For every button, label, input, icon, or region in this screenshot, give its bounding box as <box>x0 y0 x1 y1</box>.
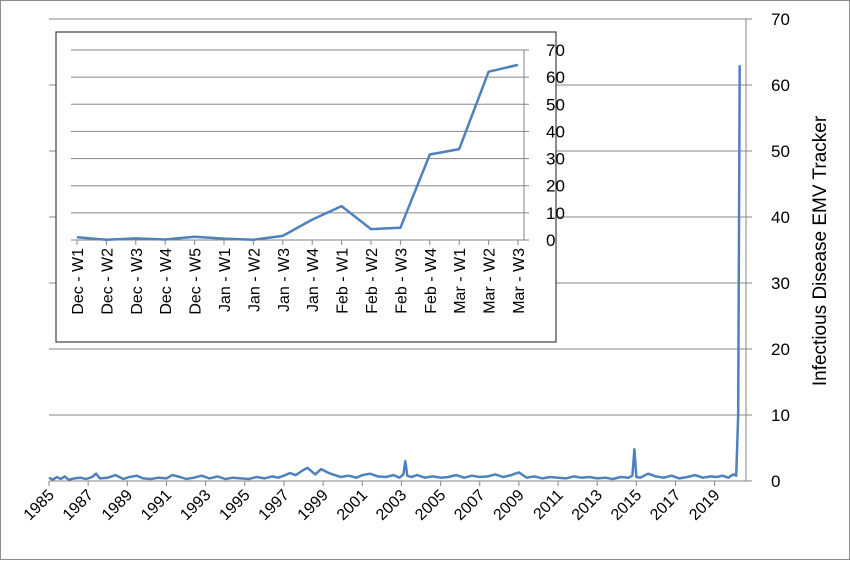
main-y-tick-labels: 0 10 20 30 40 50 60 70 <box>746 10 790 491</box>
inset-x-tick-label: Dec - W5 <box>188 248 205 315</box>
inset-x-tick-label: Dec - W4 <box>158 248 175 315</box>
main-x-tick-label: 2001 <box>334 487 371 524</box>
inset-y-tick-labels: 0 10 20 30 40 50 60 70 <box>524 41 565 250</box>
inset-x-tick-label: Mar - W1 <box>452 248 469 314</box>
main-x-tick-label: 2019 <box>686 487 723 524</box>
inset-y-tick-label: 40 <box>546 122 565 141</box>
main-y-tick-label: 10 <box>771 406 790 425</box>
main-x-tick-label: 1989 <box>99 487 136 524</box>
inset-x-tick-label: Mar - W2 <box>482 248 499 314</box>
main-x-tick-label: 2015 <box>608 487 645 524</box>
inset-x-tick-label: Dec - W2 <box>99 248 116 315</box>
main-x-tick-labels: 1985 1987 1989 1991 1993 1995 1997 1999 2001 2003… <box>21 481 724 524</box>
main-x-tick-label: 1995 <box>216 487 253 524</box>
main-x-tick-label: 1993 <box>177 487 214 524</box>
inset-x-tick-label: Jan - W4 <box>305 248 322 312</box>
inset-gridlines <box>71 49 524 214</box>
main-x-tick-label: 1985 <box>21 487 58 524</box>
inset-y-tick-label: 60 <box>546 68 565 87</box>
main-x-tick-label: 2005 <box>412 487 449 524</box>
inset-y-tick-label: 30 <box>546 150 565 169</box>
inset-x-tick-label: Feb - W4 <box>423 248 440 314</box>
inset-y-tick-label: 10 <box>546 204 565 223</box>
main-x-tick-label: 2007 <box>451 487 488 524</box>
main-y-tick-label: 30 <box>771 274 790 293</box>
main-y-tick-label: 60 <box>771 76 790 95</box>
inset-x-tick-label: Feb - W2 <box>364 248 381 314</box>
inset-y-tick-label: 20 <box>546 177 565 196</box>
main-y-tick-label: 50 <box>771 142 790 161</box>
inset-y-tick-label: 50 <box>546 95 565 114</box>
inset-x-tick-label: Dec - W3 <box>129 248 146 315</box>
inset-x-tick-label: Jan - W2 <box>246 248 263 312</box>
inset-panel <box>55 31 557 343</box>
main-x-tick-label: 1991 <box>138 487 175 524</box>
inset-x-tick-label: Mar - W3 <box>511 248 528 314</box>
inset-x-tick-labels: Dec - W1 Dec - W2 Dec - W3 Dec - W4 Dec - W5… <box>70 240 528 315</box>
main-x-tick-label: 2003 <box>373 487 410 524</box>
main-x-tick-label: 1999 <box>295 487 332 524</box>
inset-x-tick-label: Feb - W1 <box>335 248 352 314</box>
main-y-axis-label: Infectious Disease EMV Tracker <box>810 115 831 386</box>
inset-x-tick-label: Dec - W1 <box>70 248 87 315</box>
main-y-tick-label: 70 <box>771 10 790 29</box>
main-x-tick-label: 2011 <box>531 487 567 523</box>
inset-y-tick-label: 0 <box>546 231 555 250</box>
main-y-tick-label: 0 <box>771 472 780 491</box>
inset-series-line <box>76 63 519 241</box>
main-x-tick-label: 2009 <box>491 487 528 524</box>
inset-x-tick-label: Jan - W3 <box>276 248 293 312</box>
main-y-tick-label: 20 <box>771 340 790 359</box>
main-series-line <box>48 65 741 481</box>
inset-x-tick-label: Jan - W1 <box>217 248 234 312</box>
main-y-tick-label: 40 <box>771 208 790 227</box>
main-x-tick-label: 2013 <box>569 487 606 524</box>
inset-y-tick-label: 70 <box>546 41 565 60</box>
main-x-tick-label: 2017 <box>647 487 684 524</box>
inset-x-tick-label: Feb - W3 <box>393 248 410 314</box>
main-x-tick-label: 1987 <box>60 487 97 524</box>
main-x-tick-label: 1997 <box>256 487 293 524</box>
